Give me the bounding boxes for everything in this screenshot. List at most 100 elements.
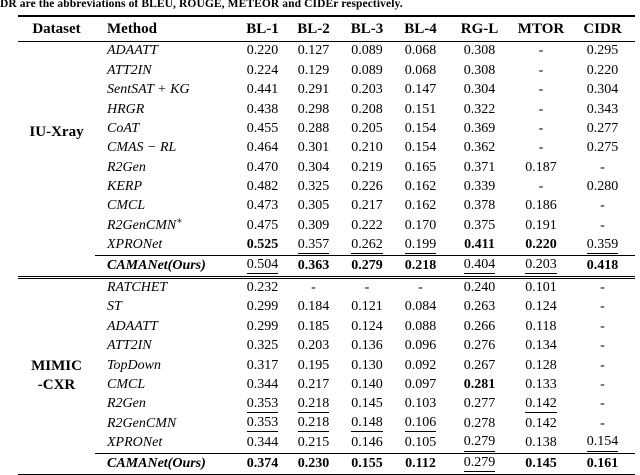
metric-value: 0.103 (404, 396, 437, 412)
metric-value: 0.089 (351, 43, 383, 59)
column-header-bl-1: BL-1 (238, 16, 287, 42)
metric-value: 0.357 (297, 237, 330, 254)
method-name: TopDown (107, 357, 161, 373)
metric-value: 0.112 (405, 455, 436, 471)
metric-value: 0.154 (404, 120, 437, 136)
metric-value-cell: 0.298 (287, 100, 340, 119)
metric-value-cell: - (570, 395, 635, 414)
metric-value-cell: 0.279 (447, 434, 512, 454)
metric-value-cell: 0.473 (238, 197, 287, 216)
table-header-row: Dataset Method BL-1 BL-2 BL-3 BL-4 RG-L MTOR CID… (18, 16, 635, 42)
method-name: XPRONet (107, 435, 163, 451)
metric-value: 0.097 (404, 376, 437, 392)
metric-value: 0.267 (463, 357, 496, 373)
metric-value-cell: 0.208 (340, 100, 394, 119)
metric-value: 0.455 (246, 120, 279, 136)
metric-value: 0.262 (351, 237, 383, 254)
metric-value-cell: - (512, 100, 570, 119)
metric-value: 0.325 (297, 179, 330, 195)
metric-value-cell: 0.162 (394, 178, 447, 197)
metric-value: 0.278 (463, 415, 496, 431)
metric-value-cell: 0.148 (340, 414, 394, 433)
metric-value-cell: 0.339 (447, 178, 512, 197)
metric-value-cell: 0.266 (447, 317, 512, 336)
metric-value-cell: 0.129 (287, 61, 340, 80)
metric-value-cell: 0.170 (394, 217, 447, 236)
metric-value-cell: 0.203 (340, 81, 394, 100)
metric-value: 0.154 (404, 140, 437, 156)
metric-value-cell: 0.068 (394, 42, 447, 62)
metric-value-cell: 0.154 (570, 434, 635, 454)
metric-value: 0.151 (404, 101, 437, 117)
metric-value-cell: 0.106 (394, 414, 447, 433)
method-name: ATT2IN (107, 338, 152, 354)
dataset-section: MIMIC -CXR RATCHET 0.232 - - - 0.240 0.101 - ST 0.2… (18, 275, 635, 475)
metric-value: - (600, 198, 605, 214)
metric-value-cell: 0.195 (287, 356, 340, 375)
metric-value-cell: - (512, 178, 570, 197)
metric-value: 0.205 (351, 120, 383, 136)
metric-value-cell: 0.105 (394, 434, 447, 454)
metric-value-cell: 0.279 (340, 255, 394, 278)
metric-value: 0.305 (297, 198, 330, 214)
method-name: R2Gen (107, 159, 146, 175)
column-header-cidr: CIDR (570, 16, 635, 42)
metric-value-cell: 0.322 (447, 100, 512, 119)
metric-value-cell: - (512, 81, 570, 100)
metric-value-cell: 0.185 (287, 317, 340, 336)
metric-value: 0.191 (525, 217, 557, 233)
metric-value: 0.210 (351, 140, 383, 156)
metric-value-cell: 0.103 (394, 395, 447, 414)
metric-value: - (538, 179, 544, 195)
metric-value: 0.322 (463, 101, 496, 117)
table-row: ST 0.299 0.184 0.121 0.084 0.263 0.124 - (18, 298, 635, 317)
metric-value: 0.121 (351, 299, 383, 315)
metric-value-cell: 0.127 (287, 42, 340, 62)
metric-value-cell: 0.277 (447, 395, 512, 414)
metric-value-cell: 0.146 (340, 434, 394, 454)
metric-value: - (538, 140, 544, 156)
metric-value: 0.186 (525, 198, 557, 214)
metric-value: 0.226 (351, 179, 383, 195)
metric-value-cell: 0.362 (447, 139, 512, 158)
metric-value-cell: 0.357 (287, 236, 340, 256)
metric-value-cell: 0.504 (238, 255, 287, 278)
metric-value: 0.165 (404, 159, 437, 175)
metric-value: 0.281 (463, 376, 496, 392)
metric-value-cell: 0.136 (340, 337, 394, 356)
results-table: Dataset Method BL-1 BL-2 BL-3 BL-4 RG-L MTOR CID… (18, 15, 635, 475)
metric-value: 0.220 (246, 43, 279, 59)
metric-value: 0.219 (351, 159, 383, 175)
method-name: CMCL (107, 198, 146, 214)
metric-value-cell: 0.263 (447, 298, 512, 317)
table-row: ATT2IN 0.325 0.203 0.136 0.096 0.276 0.134 - (18, 337, 635, 356)
metric-value-cell: - (512, 42, 570, 62)
metric-value-cell: 0.145 (512, 453, 570, 475)
table-row: XPRONet 0.525 0.357 0.262 0.199 0.411 0.220 0.3… (18, 236, 635, 256)
metric-value: 0.343 (586, 101, 619, 117)
metric-value-cell: 0.124 (512, 298, 570, 317)
metric-value-cell: 0.308 (447, 42, 512, 62)
metric-value-cell: - (512, 120, 570, 139)
metric-value: 0.084 (404, 299, 437, 315)
metric-value: - (600, 217, 605, 233)
metric-value-cell: 0.230 (287, 453, 340, 475)
metric-value: 0.142 (525, 415, 557, 431)
column-header-mtor: MTOR (512, 16, 570, 42)
metric-value-cell: 0.165 (394, 158, 447, 177)
metric-value-cell: - (394, 275, 447, 299)
metric-value: - (600, 159, 605, 175)
metric-value: 0.263 (463, 299, 496, 315)
metric-value-cell: 0.088 (394, 317, 447, 336)
method-name: CAMANet(Ours) (95, 255, 238, 278)
method-name: RATCHET (95, 275, 238, 299)
metric-value-cell: - (570, 414, 635, 433)
metric-value: 0.304 (463, 82, 496, 98)
metric-value-cell: 0.154 (394, 139, 447, 158)
table-row: CMCL 0.344 0.217 0.140 0.097 0.281 0.133 - (18, 376, 635, 395)
metric-value-cell: 0.359 (570, 236, 635, 256)
metric-value: 0.304 (586, 82, 619, 98)
metric-value-cell: 0.210 (340, 139, 394, 158)
metric-value: - (311, 280, 316, 296)
metric-value-cell: 0.262 (340, 236, 394, 256)
